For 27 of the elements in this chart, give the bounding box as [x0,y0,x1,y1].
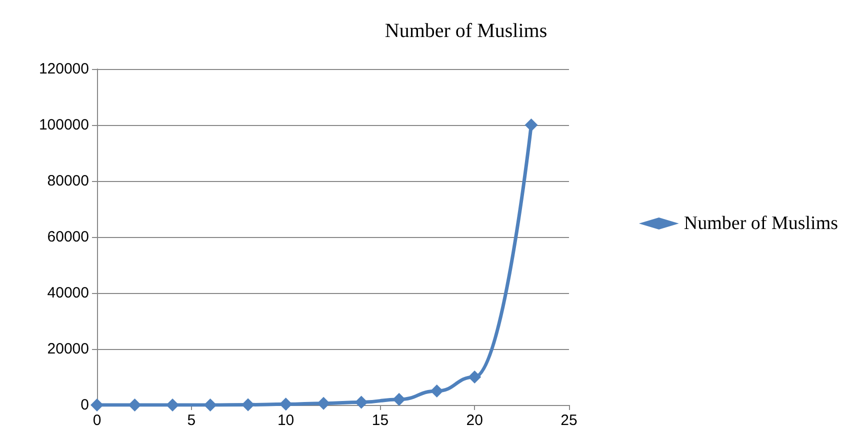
point [242,398,255,412]
y-tick-label: 20000 [47,340,89,358]
y-tick-label: 60000 [47,228,89,246]
point [204,398,217,412]
x-tick-label: 10 [277,412,294,429]
chart-title: Number of Muslims [384,20,548,42]
point [166,398,180,412]
x-tick-label: 25 [560,412,578,429]
point [430,384,444,398]
x-tick-label: 0 [92,412,102,429]
y-tick-label: 80000 [47,172,89,190]
point [392,392,406,406]
y-tick-label: 120000 [38,60,89,78]
point [90,398,104,412]
point [468,370,482,384]
legend-label: Number of Muslims [684,213,838,234]
point [317,396,330,410]
point [524,118,538,132]
x-tick-label: 20 [466,412,483,429]
x-tick-label: 15 [372,412,389,429]
y-tick-label: 40000 [47,284,89,302]
x-tick-label: 5 [187,412,196,429]
point [354,396,368,409]
point [128,398,142,412]
y-tick-label: 0 [80,396,89,414]
y-tick-label: 100000 [38,116,89,134]
point [279,398,292,411]
